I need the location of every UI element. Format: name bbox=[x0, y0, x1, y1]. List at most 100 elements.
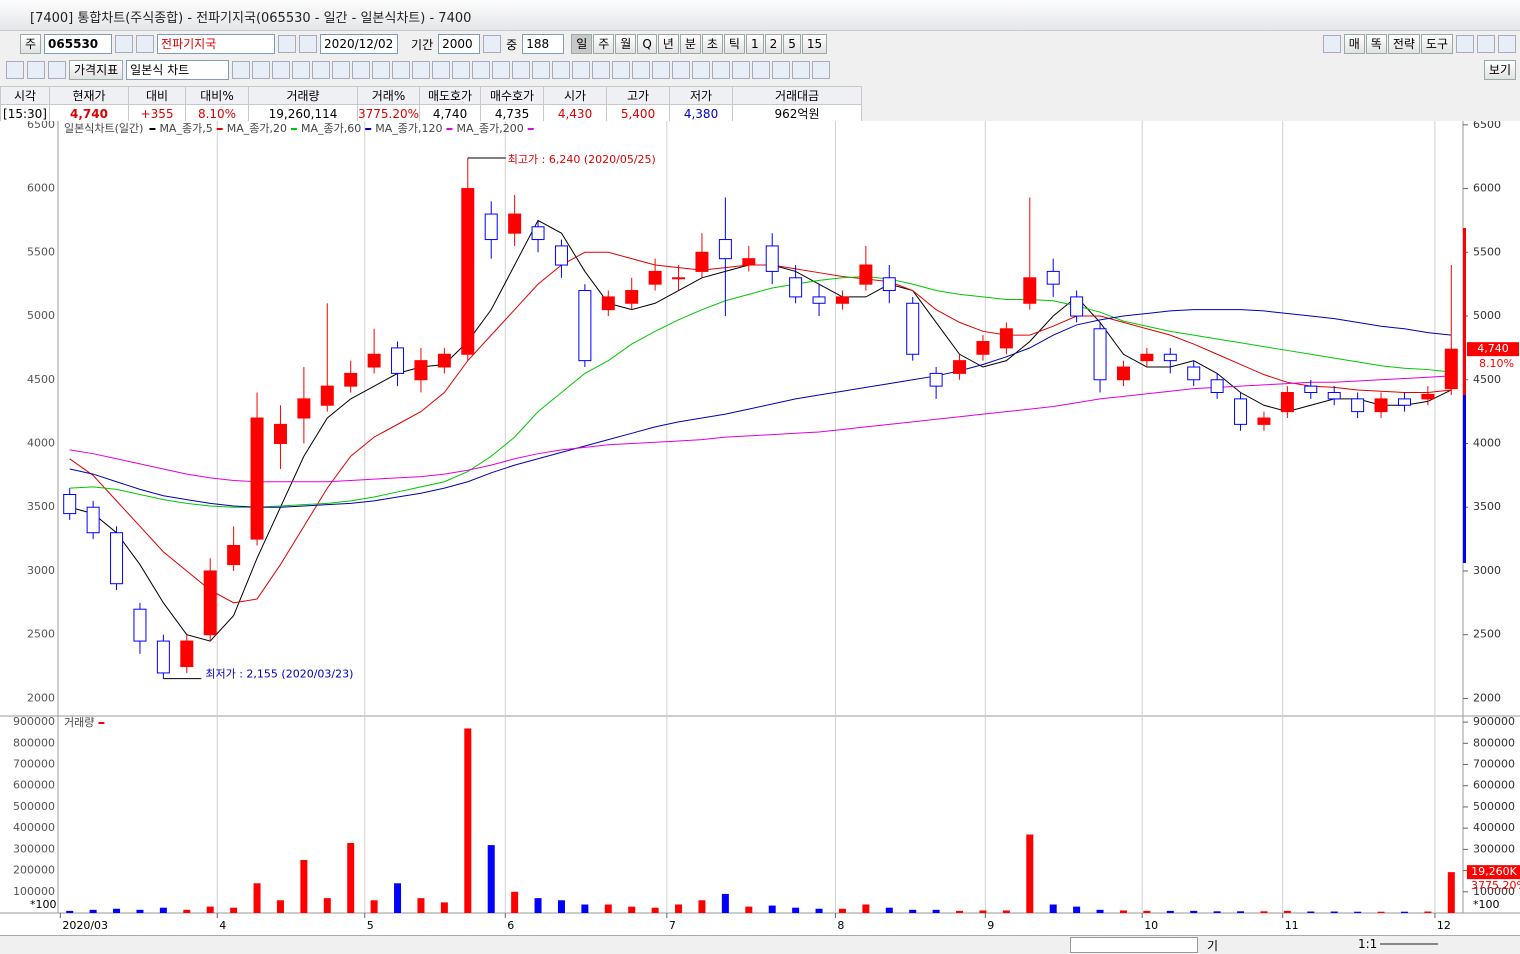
tool-icon[interactable] bbox=[612, 61, 631, 79]
code-input[interactable]: 065530 bbox=[44, 34, 113, 54]
tool-icon[interactable] bbox=[292, 61, 311, 79]
tool-icon[interactable] bbox=[772, 61, 791, 79]
candle-body bbox=[367, 353, 381, 368]
period-icon[interactable] bbox=[483, 35, 502, 53]
tool-icon[interactable] bbox=[752, 61, 771, 79]
interval-button[interactable]: 틱 bbox=[723, 34, 745, 54]
tool-icon[interactable] bbox=[492, 61, 511, 79]
y-tick-label: 200000 bbox=[13, 864, 55, 877]
arrow-icon[interactable] bbox=[6, 61, 24, 79]
info-header: 거래대금 bbox=[732, 86, 863, 105]
edit-icon[interactable] bbox=[48, 61, 66, 79]
right-button[interactable]: 똑 bbox=[1365, 34, 1387, 54]
arrows-icon[interactable] bbox=[27, 61, 45, 79]
interval-button[interactable]: 년 bbox=[657, 34, 679, 54]
tool-icon[interactable] bbox=[512, 61, 531, 79]
tool-icon[interactable] bbox=[272, 61, 291, 79]
tool-icon[interactable] bbox=[432, 61, 451, 79]
candle-body bbox=[508, 213, 522, 234]
interval-button[interactable]: 초 bbox=[701, 34, 723, 54]
x-tick-label: 9 bbox=[987, 919, 994, 932]
folder-icon[interactable] bbox=[1456, 35, 1474, 53]
code-prefix[interactable]: 주 bbox=[20, 34, 42, 54]
volume-bar bbox=[745, 906, 753, 913]
info-header: 시각 bbox=[0, 86, 50, 105]
tool-icon[interactable] bbox=[332, 61, 351, 79]
chart-kind-select[interactable]: 일본식 차트 bbox=[126, 60, 230, 80]
search-icon[interactable] bbox=[115, 35, 134, 53]
view-button[interactable]: 보기 bbox=[1483, 60, 1516, 80]
tool-icon[interactable] bbox=[412, 61, 431, 79]
right-button[interactable]: 도구 bbox=[1420, 34, 1453, 54]
info-value: 962억원 bbox=[732, 104, 863, 123]
tool-icon[interactable] bbox=[472, 61, 491, 79]
volume-bar bbox=[932, 909, 940, 913]
tool-icon[interactable] bbox=[252, 61, 271, 79]
tool-icon[interactable] bbox=[372, 61, 391, 79]
depth-bar bbox=[1463, 228, 1466, 395]
tool-icon[interactable] bbox=[632, 61, 651, 79]
candle-body bbox=[625, 290, 639, 304]
info-header: 매수호가 bbox=[480, 86, 545, 105]
candle-body bbox=[344, 372, 358, 387]
bottom-label: 기 bbox=[1207, 939, 1219, 953]
y-tick-label: 6500 bbox=[27, 121, 55, 131]
tool-icon[interactable] bbox=[692, 61, 711, 79]
volume-bar bbox=[698, 900, 706, 913]
volume-bar bbox=[300, 859, 308, 913]
tool-icon[interactable] bbox=[572, 61, 591, 79]
interval-button[interactable]: 분 bbox=[679, 34, 701, 54]
candle-body bbox=[835, 296, 849, 304]
interval-button[interactable]: 월 bbox=[615, 34, 637, 54]
y-tick-label: 5000 bbox=[1473, 309, 1501, 322]
tool-icon[interactable] bbox=[452, 61, 471, 79]
candle-body bbox=[110, 532, 124, 585]
cloud-icon[interactable] bbox=[1322, 35, 1341, 53]
tool-icon[interactable] bbox=[812, 61, 831, 79]
tool-icon[interactable] bbox=[652, 61, 671, 79]
tool-icon[interactable] bbox=[552, 61, 571, 79]
interval-button[interactable]: 1 bbox=[745, 34, 764, 54]
candle-body bbox=[672, 277, 686, 280]
date-input[interactable]: 2020/12/02 bbox=[320, 34, 399, 54]
indicator-button[interactable]: 가격지표 bbox=[69, 60, 124, 80]
tool-icon[interactable] bbox=[592, 61, 611, 79]
interval-button[interactable]: Q bbox=[637, 34, 657, 54]
right-button[interactable]: 매 bbox=[1343, 34, 1365, 54]
tool-icon[interactable] bbox=[312, 61, 331, 79]
sort-icon[interactable] bbox=[136, 35, 155, 53]
candle-body bbox=[695, 251, 709, 272]
tool-icon[interactable] bbox=[392, 61, 411, 79]
candle-body bbox=[882, 277, 896, 292]
volume-bar bbox=[838, 908, 846, 913]
right-button[interactable]: 전략 bbox=[1387, 34, 1420, 54]
interval-button[interactable]: 일 bbox=[571, 34, 593, 54]
prev-icon[interactable] bbox=[299, 35, 318, 53]
next-icon[interactable] bbox=[278, 35, 297, 53]
interval-button[interactable]: 5 bbox=[783, 34, 801, 54]
count-input[interactable]: 188 bbox=[522, 34, 565, 54]
tool-icon[interactable] bbox=[792, 61, 811, 79]
tool-icon[interactable] bbox=[672, 61, 691, 79]
name-input[interactable]: 전파기지국 bbox=[157, 34, 276, 54]
volume-bar bbox=[323, 898, 331, 913]
tool-icon[interactable] bbox=[732, 61, 751, 79]
settings-icon[interactable] bbox=[1498, 35, 1516, 53]
tool-icon[interactable] bbox=[232, 61, 251, 79]
scrollbar[interactable] bbox=[1070, 937, 1198, 953]
interval-button[interactable]: 2 bbox=[764, 34, 783, 54]
y-tick-label: 500000 bbox=[1473, 800, 1515, 813]
candle-body bbox=[578, 290, 592, 362]
zoom-slider[interactable] bbox=[1380, 943, 1438, 945]
save-icon[interactable] bbox=[1477, 35, 1495, 53]
period-input[interactable]: 2000 bbox=[438, 34, 481, 54]
interval-button[interactable]: 주 bbox=[593, 34, 615, 54]
tool-icon[interactable] bbox=[532, 61, 551, 79]
interval-button[interactable]: 15 bbox=[801, 34, 828, 54]
tool-icon[interactable] bbox=[352, 61, 371, 79]
tool-icon[interactable] bbox=[712, 61, 731, 79]
volume-bar bbox=[1166, 910, 1174, 913]
volume-bar bbox=[1354, 911, 1362, 913]
volume-tag-label: 19,260K bbox=[1471, 865, 1517, 878]
